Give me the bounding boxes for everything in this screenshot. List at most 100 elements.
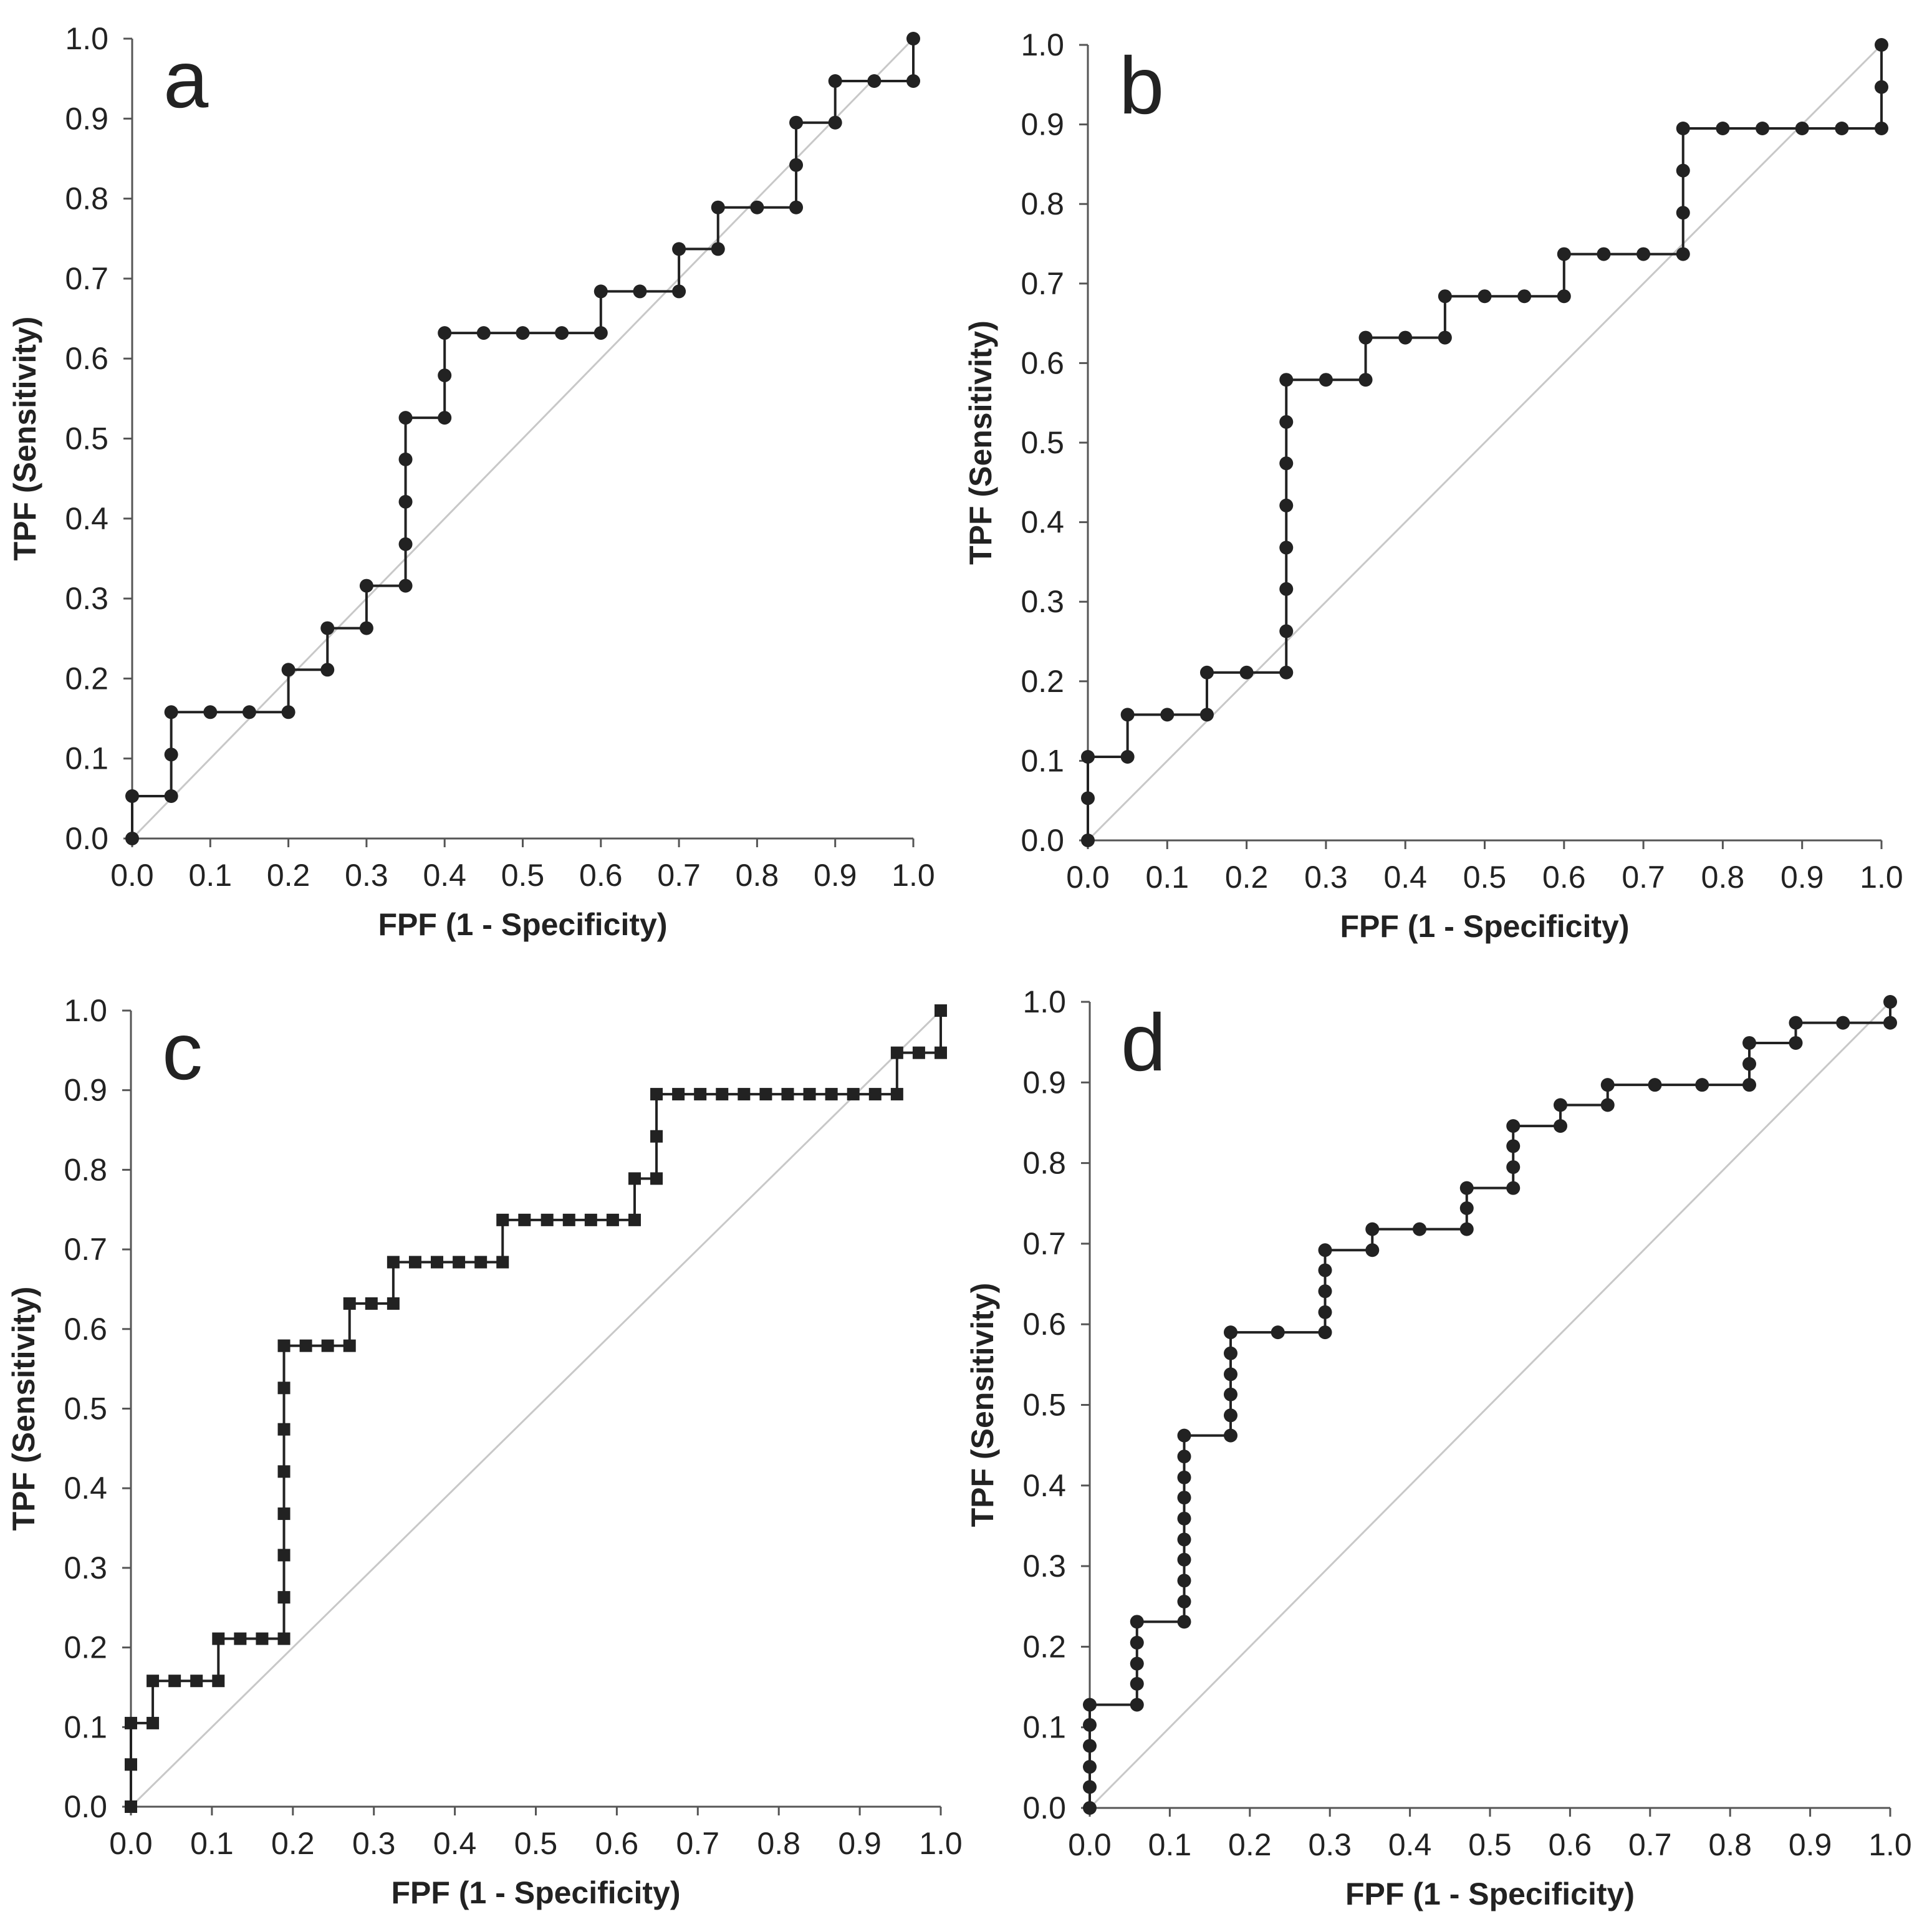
roc-point-square bbox=[628, 1213, 641, 1226]
roc-point bbox=[1318, 1325, 1332, 1340]
roc-point bbox=[1365, 1222, 1380, 1236]
roc-point bbox=[1279, 456, 1294, 471]
roc-point-square bbox=[890, 1088, 903, 1101]
x-tick-label: 0.1 bbox=[189, 858, 233, 893]
roc-point bbox=[1597, 247, 1611, 261]
y-tick-label: 0.6 bbox=[65, 341, 108, 376]
x-tick-label: 0.7 bbox=[1622, 860, 1665, 895]
roc-point-square bbox=[562, 1213, 575, 1226]
y-tick-label: 0.9 bbox=[1022, 1065, 1066, 1100]
roc-point bbox=[1742, 1036, 1757, 1050]
roc-point bbox=[1459, 1222, 1474, 1236]
roc-point bbox=[1358, 330, 1373, 345]
roc-point-square bbox=[365, 1297, 378, 1310]
roc-point bbox=[828, 115, 842, 130]
y-tick-label: 0.1 bbox=[65, 741, 108, 776]
roc-panel-d: 0.0 0.1 0.2 0.3 0.4 0.5 0.6 0.7 0.8 0.9 1.0 0.0 0.1 0… bbox=[965, 984, 1912, 1911]
roc-point bbox=[438, 326, 452, 340]
y-tick-label: 0.3 bbox=[65, 581, 108, 616]
roc-point-square bbox=[759, 1088, 772, 1101]
x-tick-label: 0.6 bbox=[579, 858, 623, 893]
y-tick-label: 0.9 bbox=[65, 101, 108, 136]
roc-point bbox=[1083, 1718, 1097, 1732]
roc-panel-c: 0.0 0.1 0.2 0.3 0.4 0.5 0.6 0.7 0.8 0.9 1.0 0.0 0.1 0… bbox=[6, 993, 963, 1910]
roc-point bbox=[672, 284, 686, 299]
roc-point bbox=[672, 242, 686, 256]
roc-point bbox=[1438, 289, 1452, 304]
y-tick-label: 1.0 bbox=[64, 993, 107, 1028]
roc-point-square bbox=[803, 1088, 816, 1101]
roc-point bbox=[1875, 80, 1888, 94]
roc-point bbox=[1636, 247, 1651, 261]
x-tick-label: 1.0 bbox=[891, 858, 935, 893]
roc-point bbox=[1120, 750, 1135, 764]
reference-diagonal-line bbox=[131, 37, 915, 840]
roc-point bbox=[1177, 1552, 1191, 1567]
x-tick-label: 0.5 bbox=[1463, 860, 1507, 895]
roc-point-square bbox=[147, 1675, 160, 1688]
x-tick-label: 0.6 bbox=[595, 1826, 639, 1861]
x-tick-label: 0.9 bbox=[1789, 1827, 1832, 1862]
roc-point bbox=[476, 326, 491, 340]
x-tick-label: 0.4 bbox=[1383, 860, 1427, 895]
x-axis-title: FPF (1 - Specificity) bbox=[392, 1875, 681, 1910]
y-tick-label: 1.0 bbox=[65, 21, 108, 56]
roc-point bbox=[1789, 1036, 1803, 1050]
roc-point bbox=[711, 200, 725, 214]
y-tick-label: 0.6 bbox=[1022, 1307, 1066, 1342]
x-tick-label: 0.0 bbox=[110, 858, 154, 893]
roc-point bbox=[1130, 1676, 1144, 1691]
roc-point bbox=[1130, 1615, 1144, 1629]
roc-point bbox=[398, 579, 413, 593]
roc-point bbox=[438, 411, 452, 425]
roc-point bbox=[1130, 1698, 1144, 1712]
roc-point bbox=[1279, 373, 1294, 387]
roc-point-square bbox=[212, 1632, 225, 1645]
x-tick-label: 0.6 bbox=[1542, 860, 1586, 895]
roc-point bbox=[1517, 289, 1532, 304]
x-tick-label: 0.8 bbox=[757, 1826, 800, 1861]
y-tick-label: 0.0 bbox=[64, 1789, 107, 1824]
roc-point bbox=[1478, 289, 1492, 304]
roc-point bbox=[1398, 330, 1413, 345]
roc-point bbox=[1081, 791, 1095, 805]
roc-point bbox=[1083, 1698, 1097, 1712]
roc-point bbox=[1789, 1016, 1803, 1030]
x-axis-title: FPF (1 - Specificity) bbox=[378, 907, 668, 942]
roc-point bbox=[1795, 121, 1809, 135]
roc-point-square bbox=[190, 1675, 203, 1688]
y-tick-label: 0.5 bbox=[65, 421, 108, 456]
y-tick-label: 0.1 bbox=[1022, 1710, 1066, 1745]
roc-panel-b: 0.0 0.1 0.2 0.3 0.4 0.5 0.6 0.7 0.8 0.9 1.0 0.0 0.1 0… bbox=[963, 27, 1903, 944]
roc-point-square bbox=[277, 1339, 291, 1352]
y-tick-label: 0.4 bbox=[1022, 1468, 1066, 1503]
roc-point bbox=[1177, 1532, 1191, 1547]
roc-point bbox=[1835, 121, 1849, 135]
roc-point-square bbox=[277, 1423, 291, 1436]
roc-point-square bbox=[584, 1213, 597, 1226]
roc-point-square bbox=[912, 1046, 925, 1059]
roc-point bbox=[1875, 121, 1888, 135]
y-tick-label: 0.8 bbox=[64, 1152, 107, 1187]
roc-point bbox=[1177, 1574, 1191, 1588]
roc-point bbox=[1081, 750, 1095, 764]
y-tick-label: 0.2 bbox=[65, 661, 108, 696]
roc-point bbox=[1600, 1098, 1615, 1112]
roc-point-square bbox=[738, 1088, 751, 1101]
roc-point bbox=[1239, 665, 1254, 680]
roc-point bbox=[1279, 582, 1294, 596]
y-tick-label: 0.8 bbox=[65, 181, 108, 216]
roc-point bbox=[750, 200, 764, 214]
x-axis-title: FPF (1 - Specificity) bbox=[1345, 1877, 1635, 1911]
roc-point-square bbox=[496, 1256, 509, 1269]
roc-point bbox=[398, 494, 413, 509]
x-tick-label: 0.2 bbox=[267, 858, 310, 893]
roc-point bbox=[1083, 1760, 1097, 1774]
roc-point-square bbox=[825, 1088, 838, 1101]
roc-point-square bbox=[147, 1716, 160, 1729]
roc-point-square bbox=[387, 1297, 400, 1310]
roc-point bbox=[1836, 1016, 1850, 1030]
roc-point bbox=[867, 74, 882, 88]
roc-point bbox=[398, 411, 413, 425]
x-tick-label: 0.2 bbox=[1225, 860, 1269, 895]
